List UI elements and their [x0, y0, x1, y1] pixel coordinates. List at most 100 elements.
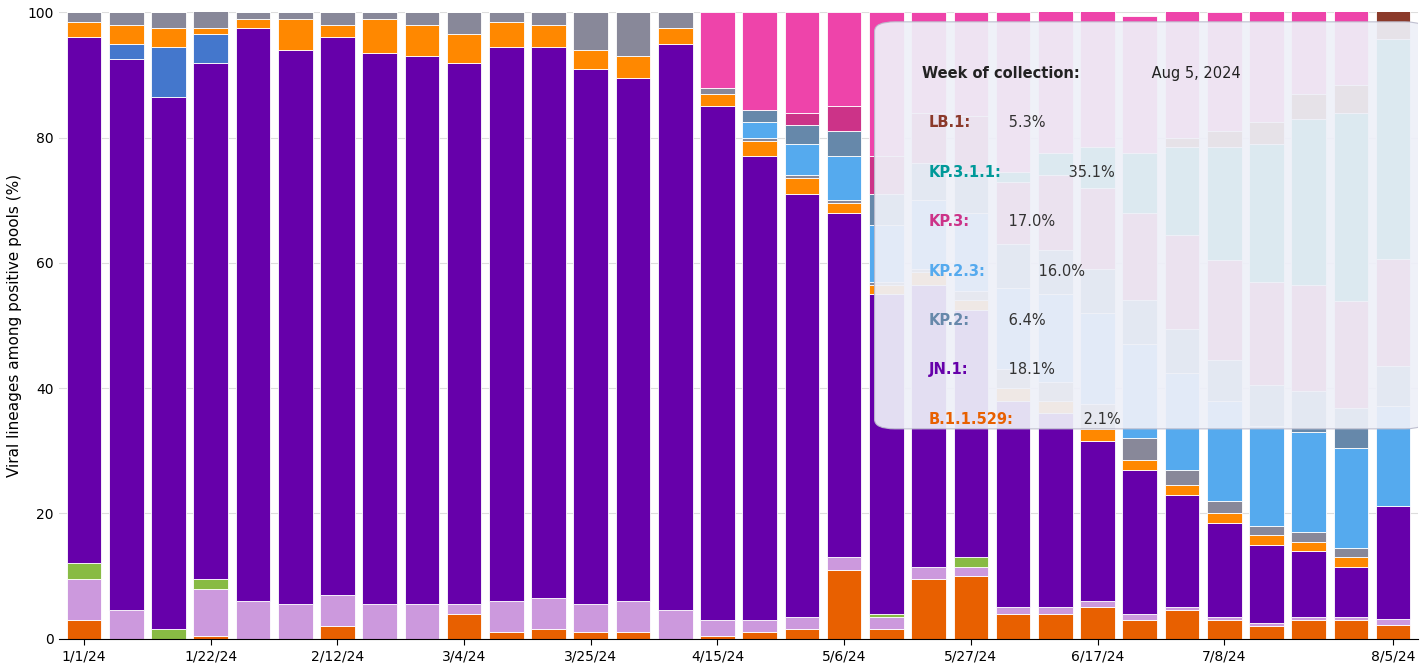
- Bar: [1037, 176, 1073, 251]
- Bar: [912, 163, 946, 200]
- Bar: [1164, 485, 1199, 494]
- Bar: [1080, 601, 1114, 607]
- Bar: [615, 56, 651, 78]
- Bar: [701, 88, 735, 94]
- Bar: [447, 13, 481, 34]
- Bar: [1291, 119, 1326, 285]
- Bar: [574, 632, 608, 639]
- Bar: [1037, 614, 1073, 639]
- Bar: [447, 62, 481, 604]
- Bar: [1249, 545, 1284, 623]
- Bar: [320, 38, 355, 595]
- Bar: [1291, 620, 1326, 639]
- Text: KP.2:: KP.2:: [929, 313, 970, 328]
- Bar: [1164, 137, 1199, 147]
- Bar: [912, 13, 946, 113]
- Bar: [278, 19, 313, 50]
- Bar: [701, 13, 735, 88]
- Bar: [1334, 616, 1368, 620]
- Bar: [574, 604, 608, 632]
- Bar: [826, 131, 862, 157]
- Bar: [1207, 616, 1241, 620]
- Bar: [405, 56, 440, 604]
- Bar: [1249, 623, 1284, 626]
- Bar: [912, 269, 946, 272]
- Bar: [869, 281, 903, 285]
- Bar: [1080, 442, 1114, 601]
- Bar: [194, 28, 228, 34]
- Bar: [912, 285, 946, 567]
- Bar: [785, 178, 819, 194]
- Bar: [953, 576, 987, 639]
- Bar: [278, 604, 313, 639]
- Text: JN.1:: JN.1:: [929, 362, 969, 377]
- Bar: [1291, 532, 1326, 541]
- Bar: [1037, 401, 1073, 413]
- Bar: [1123, 470, 1157, 614]
- Bar: [1164, 607, 1199, 610]
- Bar: [1037, 382, 1073, 401]
- Bar: [785, 125, 819, 144]
- Bar: [785, 629, 819, 639]
- Bar: [574, 69, 608, 604]
- Bar: [1164, 234, 1199, 329]
- Bar: [67, 38, 101, 563]
- Bar: [826, 107, 862, 131]
- Bar: [194, 636, 228, 639]
- Bar: [1249, 281, 1284, 385]
- Bar: [151, 629, 186, 639]
- Bar: [1207, 501, 1241, 513]
- Bar: [1207, 360, 1241, 401]
- Bar: [151, 28, 186, 47]
- Bar: [531, 47, 567, 598]
- Bar: [1080, 313, 1114, 404]
- Bar: [447, 614, 481, 639]
- Bar: [108, 44, 144, 60]
- Bar: [996, 13, 1030, 172]
- Bar: [67, 620, 101, 639]
- Bar: [151, 47, 186, 97]
- Bar: [826, 570, 862, 639]
- Bar: [1334, 113, 1368, 301]
- Bar: [869, 225, 903, 281]
- Bar: [1037, 294, 1073, 382]
- Bar: [531, 25, 567, 47]
- Bar: [1376, 366, 1410, 406]
- Bar: [67, 579, 101, 620]
- Bar: [489, 601, 524, 632]
- Bar: [869, 629, 903, 639]
- Bar: [615, 13, 651, 56]
- Text: Week of collection:: Week of collection:: [922, 66, 1080, 80]
- Bar: [953, 116, 987, 172]
- Bar: [953, 567, 987, 576]
- Bar: [1291, 285, 1326, 391]
- FancyBboxPatch shape: [875, 22, 1426, 429]
- Bar: [489, 632, 524, 639]
- Bar: [531, 629, 567, 639]
- Bar: [489, 47, 524, 601]
- Bar: [742, 109, 778, 122]
- Bar: [1123, 300, 1157, 344]
- Bar: [1291, 6, 1326, 94]
- Bar: [1080, 188, 1114, 269]
- Bar: [1037, 607, 1073, 614]
- Bar: [1334, 620, 1368, 639]
- Bar: [1207, 147, 1241, 260]
- Bar: [953, 213, 987, 291]
- Bar: [1249, 9, 1284, 122]
- Bar: [1164, 147, 1199, 234]
- Bar: [658, 28, 692, 44]
- Bar: [235, 28, 270, 601]
- Bar: [1164, 329, 1199, 373]
- Bar: [1080, 9, 1114, 147]
- Bar: [108, 60, 144, 610]
- Bar: [1207, 131, 1241, 147]
- Bar: [996, 607, 1030, 614]
- Bar: [742, 632, 778, 639]
- Bar: [826, 157, 862, 200]
- Bar: [996, 369, 1030, 388]
- Bar: [826, 13, 862, 107]
- Bar: [1291, 616, 1326, 620]
- Text: 17.0%: 17.0%: [1003, 214, 1055, 229]
- Bar: [1037, 153, 1073, 176]
